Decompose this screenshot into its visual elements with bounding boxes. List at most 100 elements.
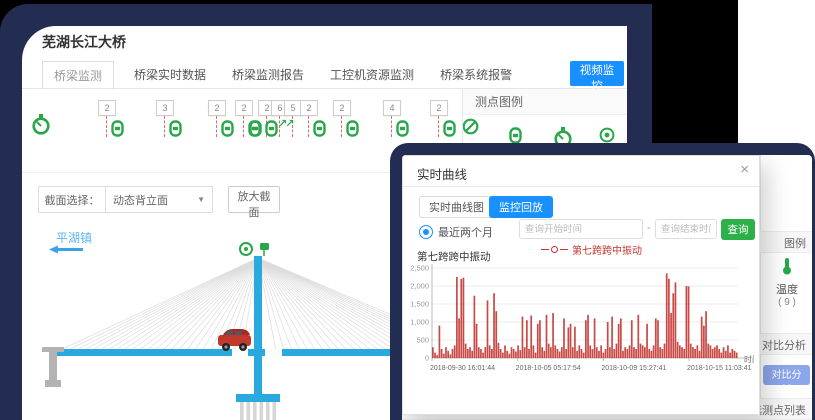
camera-icon (239, 242, 253, 256)
svg-text:0: 0 (425, 354, 429, 363)
svg-text:500: 500 (416, 336, 429, 345)
legend-label: 第七跨跨中振动 (572, 246, 642, 257)
abutment-pier (42, 347, 64, 387)
sensor-count-badge: 4 (383, 100, 401, 116)
vibration-chart: 0 500 1,000 1,500 2,000 2,500 2018-09-30 16:01… (410, 264, 754, 373)
video-monitor-button[interactable]: 视频监控 (570, 61, 624, 93)
sensor-pointer-line (243, 116, 244, 137)
bridge-diagram (30, 242, 500, 420)
svg-text:2018-10-05 05:17:54: 2018-10-05 05:17:54 (516, 365, 581, 372)
detail-window-frame: 图例 温度 ( 9 ) 对比分析 对比分析 已选测点列表 实时曲线 × (390, 143, 815, 420)
svg-text:2,000: 2,000 (410, 282, 429, 291)
arrow-sensor-icon: ↗↗ (278, 118, 295, 130)
sensor-count-badge: 3 (156, 100, 174, 116)
section-divider (22, 172, 462, 173)
section-controls: 截面选择： 动态背立面 ▼ 放大截面 (38, 186, 280, 219)
deck-gap (265, 349, 282, 356)
sensor-count-badge: 2 (208, 100, 226, 116)
sensor-pointer-line (279, 116, 280, 137)
modal-title: 实时曲线 (417, 168, 468, 182)
target-sensor-icon[interactable] (599, 127, 615, 143)
main-tab[interactable]: 桥梁监测报告 (232, 68, 305, 82)
sensor-count-badge: 2 (333, 100, 351, 116)
radio-label: 最近两个月 (438, 227, 493, 239)
chart-title: 第七跨跨中振动 (417, 251, 491, 263)
gauge-icon[interactable] (32, 114, 50, 135)
sensor-strip: 2 3 2 2 2 6 5 ↗↗ 2 2 4 2 (22, 96, 482, 168)
link-sensor-icon[interactable] (443, 120, 456, 137)
sensor-pointer-line (341, 116, 342, 137)
sensor-pointer-line (391, 116, 392, 137)
svg-text:1,500: 1,500 (410, 300, 429, 309)
link-sensor-icon[interactable] (346, 120, 359, 137)
query-end-time-input[interactable] (655, 219, 717, 239)
link-sensor-icon[interactable] (313, 120, 326, 137)
link-sensor-icon[interactable] (169, 120, 182, 137)
ban-icon[interactable] (462, 118, 479, 135)
tabbar-divider (22, 88, 627, 89)
sidebar-divider (760, 155, 761, 420)
svg-text:2018-09-30 16:01:44: 2018-09-30 16:01:44 (430, 365, 495, 372)
sensor-pointer-line (308, 116, 309, 137)
section-select-dropdown[interactable]: 动态背立面 ▼ (106, 186, 213, 213)
link-sensor-icon[interactable] (111, 120, 124, 137)
link-sensor-icon[interactable] (509, 127, 522, 144)
svg-text:时间: 时间 (744, 354, 754, 364)
tab-monitor-playback[interactable]: 监控回放 (489, 196, 553, 218)
zoom-section-button[interactable]: 放大截面 (228, 186, 280, 219)
radio-dot (423, 229, 429, 235)
close-icon[interactable]: × (740, 161, 749, 178)
thermometer-icon (781, 258, 793, 279)
chevron-down-icon: ▼ (197, 195, 205, 204)
sensor-pointer-line (216, 116, 217, 137)
sidebar-legend-header-text: 图例 (784, 238, 806, 250)
main-tab[interactable]: 桥梁监测 (42, 61, 115, 90)
tab-realtime-curve[interactable]: 实时曲线图 (419, 196, 494, 218)
sensor-count: ( 9 ) (778, 297, 796, 308)
sensor-count-badge: 5 (284, 100, 302, 116)
main-tab[interactable]: 桥梁系统报警 (440, 68, 513, 82)
foundation-piles (240, 402, 277, 420)
left-arrow-icon (49, 245, 83, 254)
bridge-tower (254, 256, 262, 396)
sensor-pointer-line (292, 116, 293, 137)
sidebar-compare-header-text: 对比分析 (762, 340, 806, 352)
link-sensor-icon[interactable] (265, 120, 278, 137)
chart-legend: 第七跨跨中振动 (541, 242, 642, 257)
car (218, 329, 251, 351)
main-tab[interactable]: 桥梁实时数据 (134, 68, 207, 82)
compare-analysis-button[interactable]: 对比分析 (763, 365, 810, 396)
link-sensor-icon[interactable] (249, 120, 262, 137)
foundation-cap (236, 394, 280, 402)
legend-panel: 测点图例 (462, 89, 627, 420)
bridge-side-label: 平湖镇 (56, 231, 93, 245)
query-button[interactable]: 查询 (721, 219, 755, 240)
sensor-count-badge: 2 (430, 100, 448, 116)
query-start-time-input[interactable] (519, 219, 643, 239)
sensor-count-badge: 2 (300, 100, 318, 116)
legend-panel-header: 测点图例 (463, 89, 627, 115)
sensor-count-badge: 2 (98, 100, 116, 116)
link-sensor-icon[interactable] (221, 120, 234, 137)
detail-window: 图例 温度 ( 9 ) 对比分析 对比分析 已选测点列表 实时曲线 × (402, 155, 812, 420)
bridge-deck (54, 349, 474, 356)
sidebar-sensor-item[interactable]: 温度 ( 9 ) (764, 257, 810, 308)
svg-text:2018-10-15 11:03:41: 2018-10-15 11:03:41 (687, 365, 752, 372)
sensor-pointer-line (438, 116, 439, 137)
link-sensor-icon[interactable] (396, 120, 409, 137)
section-select-label: 截面选择： (38, 186, 106, 213)
main-tab-bar: 桥梁监测 桥梁实时数据 桥梁监测报告 工控机资源监测 桥梁系统报警 (42, 61, 538, 90)
main-tab[interactable]: 工控机资源监测 (330, 68, 415, 82)
sensor-name: 温度 (776, 284, 798, 296)
svg-text:1,000: 1,000 (410, 318, 429, 327)
recent-two-months-radio[interactable] (419, 225, 433, 239)
date-range-separator: - (647, 222, 651, 234)
deck-gap (232, 349, 248, 356)
section-select-value: 动态背立面 (113, 194, 168, 207)
sensor-count-badge: 2 (235, 100, 253, 116)
sensor-pointer-line (106, 116, 107, 137)
sensor-flag-icon (260, 243, 269, 256)
legend-circle-icon (551, 246, 558, 253)
svg-text:2018-10-09 15:27:41: 2018-10-09 15:27:41 (601, 365, 666, 372)
